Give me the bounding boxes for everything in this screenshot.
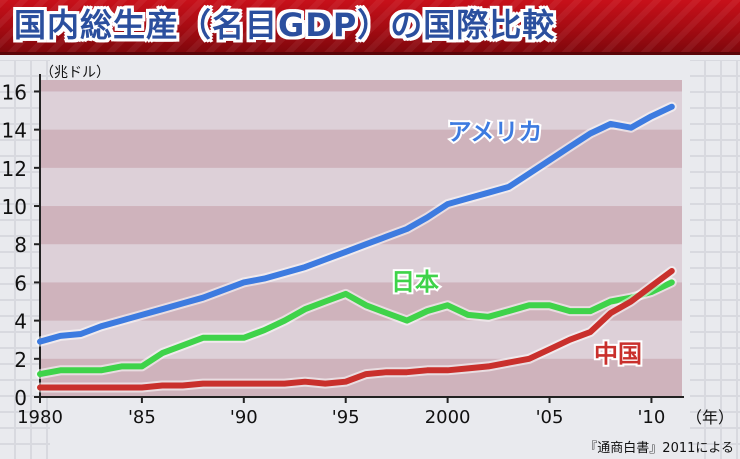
grid-band — [40, 80, 682, 92]
series-line — [37, 103, 675, 345]
x-tick-label: 1980 — [17, 407, 63, 428]
banner-divider — [0, 52, 740, 55]
y-tick-label: 2 — [14, 348, 27, 372]
x-tick-label: '95 — [332, 407, 360, 428]
x-tick-label: '10 — [637, 407, 665, 428]
y-tick-label: 8 — [14, 233, 27, 257]
x-tick-label: 2000 — [425, 407, 471, 428]
grid-band — [40, 206, 682, 245]
x-axis-label: （年） — [686, 408, 734, 427]
title-banner: 国内総生産（名目GDP）の国際比較 — [0, 0, 740, 55]
banner-pattern — [0, 0, 740, 54]
x-tick-label: '85 — [128, 407, 156, 428]
y-tick-label: 12 — [2, 157, 27, 181]
y-tick-label: 4 — [14, 310, 27, 334]
chart-title: 国内総生産（名目GDP）の国際比較 — [14, 6, 556, 44]
series-label: 中国 — [594, 340, 642, 368]
y-tick-label: 6 — [14, 271, 27, 295]
y-tick-label: 16 — [2, 80, 27, 104]
y-tick-label: 14 — [2, 119, 27, 143]
x-tick-label: '05 — [536, 407, 564, 428]
series-label: アメリカ — [448, 118, 543, 146]
x-tick-label: '90 — [230, 407, 258, 428]
y-tick-label: 10 — [2, 195, 27, 219]
series-label: 日本 — [391, 268, 439, 296]
series-line — [37, 268, 675, 391]
source-credit: 『通商白書』2011による — [584, 441, 734, 456]
y-axis-unit-label: （兆ドル） — [40, 65, 110, 81]
right-decoration — [690, 60, 740, 459]
series-line — [37, 279, 675, 378]
y-tick-label: 0 — [14, 386, 27, 410]
